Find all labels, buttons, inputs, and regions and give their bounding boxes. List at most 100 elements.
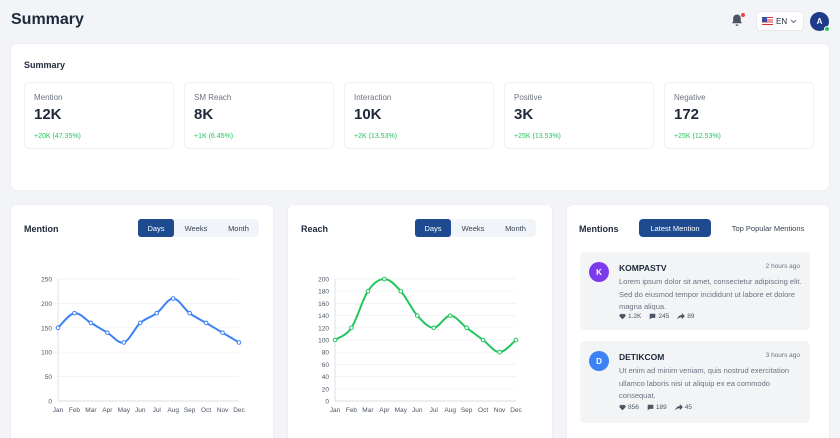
y-tick-label: 50 [45,374,53,381]
mention-data-point[interactable] [72,310,77,316]
mention-stats: 856 189 45 [619,404,692,411]
stat-delta: +2K (13.53%) [354,133,397,140]
reach-data-point[interactable] [414,313,420,318]
share-icon [677,313,686,320]
reach-data-point[interactable] [365,288,371,294]
reach-data-point[interactable] [497,349,502,355]
mention-data-point[interactable] [154,310,160,316]
x-tick-label: Mar [362,407,374,414]
stat-value: 172 [674,106,700,123]
mention-chart-title: Mention [24,224,59,234]
stat-value: 12K [34,106,62,123]
y-tick-label: 0 [325,399,329,406]
likes-count: 856 [628,404,639,411]
reach-chart-title: Reach [301,224,329,234]
y-tick-label: 60 [322,362,330,369]
y-tick-label: 180 [318,289,329,296]
x-tick-label: Apr [379,407,390,414]
stat-label: SM Reach [194,93,232,102]
stat-delta: +1K (6.45%) [194,133,234,140]
reach-data-point[interactable] [431,325,437,331]
top-bar: Summary EN A [0,0,840,42]
x-tick-label: Jun [412,407,423,414]
y-tick-label: 160 [318,301,329,308]
mention-data-point[interactable] [55,325,61,331]
x-tick-label: Jan [53,407,64,414]
stat-label: Positive [514,93,543,102]
mention-period-toggle: Days Weeks Month [138,219,259,237]
mention-item[interactable]: K KOMPASTV 2 hours ago Lorem ipsum dolor… [580,252,810,330]
comments-count: 189 [655,404,667,411]
summary-card: Summary Mention 12K +20K (47.35%) SM Rea… [11,44,829,190]
stat-positive: Positive 3K +25K (13.53%) [504,82,654,149]
x-tick-label: Feb [69,407,81,414]
mention-data-point[interactable] [236,340,242,345]
toggle-days[interactable]: Days [138,219,174,237]
shares-count: 89 [687,313,695,320]
tab-top-popular-mentions[interactable]: Top Popular Mentions [731,223,805,233]
x-tick-label: Dec [510,407,522,414]
reach-data-point[interactable] [398,288,404,294]
mention-stats: 1.2K 245 89 [619,313,694,320]
notification-dot [741,13,745,17]
y-tick-label: 150 [41,325,52,332]
x-tick-label: Nov [494,407,506,414]
source-avatar: D [589,351,609,371]
mention-data-point[interactable] [105,330,110,335]
avatar-initial: A [816,17,823,26]
toggle-month[interactable]: Month [505,223,526,233]
stat-label: Negative [674,93,706,102]
x-tick-label: Oct [201,407,211,414]
page-title: Summary [11,11,84,28]
y-tick-label: 0 [48,399,52,406]
toggle-weeks[interactable]: Weeks [461,223,485,233]
tab-latest-mention[interactable]: Latest Mention [639,219,711,237]
reach-data-point[interactable] [480,337,486,343]
mention-data-point[interactable] [121,340,127,345]
notification-bell-icon[interactable] [730,13,746,29]
source-name: DETIKCOM [619,352,665,362]
reach-data-point[interactable] [513,337,519,343]
toggle-weeks[interactable]: Weeks [184,223,208,233]
language-selector[interactable]: EN [756,11,804,31]
mention-data-point[interactable] [137,320,143,326]
reach-data-point[interactable] [332,337,338,343]
language-code: EN [776,16,788,26]
mention-time: 2 hours ago [765,263,800,270]
comments-count: 245 [658,313,670,320]
x-tick-label: Oct [478,407,488,414]
mention-data-point[interactable] [170,296,176,301]
y-tick-label: 120 [318,325,329,332]
x-tick-label: Aug [167,407,179,414]
stat-mention: Mention 12K +20K (47.35%) [24,82,174,149]
reach-period-toggle: Days Weeks Month [415,219,536,237]
x-tick-label: Mar [85,407,97,414]
likes-count: 1.2K [628,313,642,320]
y-tick-label: 250 [41,277,52,284]
y-tick-label: 100 [318,338,329,345]
user-avatar[interactable]: A [810,12,830,32]
comment-icon [647,404,654,411]
mention-item[interactable]: D DETIKCOM 3 hours ago Ut enim ad minim … [580,341,810,423]
stat-sm-reach: SM Reach 8K +1K (6.45%) [184,82,334,149]
y-tick-label: 100 [41,350,52,357]
mentions-title: Mentions [579,224,619,234]
stat-delta: +20K (47.35%) [34,133,81,140]
toggle-month[interactable]: Month [228,223,249,233]
x-tick-label: Aug [444,407,456,414]
stat-delta: +25K (12.53%) [674,133,721,140]
mention-data-point[interactable] [187,310,192,316]
mention-data-point[interactable] [88,320,94,326]
stat-value: 8K [194,106,214,123]
mention-series-line [57,297,240,344]
mention-data-point[interactable] [220,330,225,335]
mention-data-point[interactable] [203,320,209,326]
toggle-days[interactable]: Days [415,219,451,237]
reach-data-point[interactable] [447,313,453,318]
y-tick-label: 200 [318,277,329,284]
stat-negative: Negative 172 +25K (12.53%) [664,82,814,149]
reach-data-point[interactable] [464,325,469,331]
x-tick-label: Jul [430,407,439,414]
reach-data-point[interactable] [349,325,354,331]
reach-data-point[interactable] [382,276,387,282]
